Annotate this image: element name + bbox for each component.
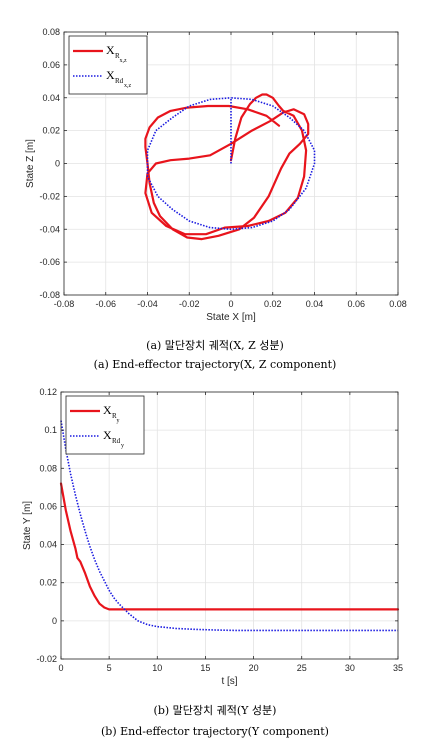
x-tick-label: -0.02 <box>179 299 200 309</box>
legend-label: X <box>103 428 112 442</box>
y-tick-label: 0.04 <box>42 93 60 103</box>
y-tick-label: 0.02 <box>42 126 60 136</box>
y-trajectory-chart: 0 5 10 15 20 25 30 35-0.0200.020.040.060.080.10… <box>22 387 403 687</box>
x-tick-label: 25 <box>297 663 307 673</box>
caption-a-korean: (a) 말단장치 궤적(X, Z 성분) <box>146 339 284 352</box>
y-tick-label: 0.02 <box>39 578 57 588</box>
legend-label-subscript: R <box>115 52 120 60</box>
x-tick-label: 0.02 <box>264 299 282 309</box>
caption-a-english: (a) End-effector trajectory(X, Z compone… <box>93 358 337 371</box>
x-tick-label: 0 <box>58 663 63 673</box>
x-tick-label: 30 <box>345 663 355 673</box>
x-tick-label: 0.06 <box>347 299 365 309</box>
y-tick-label: 0.08 <box>39 463 57 473</box>
x-tick-label: 0.08 <box>389 299 407 309</box>
legend-box <box>65 395 145 455</box>
x-tick-label: 35 <box>393 663 403 673</box>
y-axis-label: State Z [m] <box>25 139 36 188</box>
y-tick-label: 0.04 <box>39 540 57 550</box>
y-tick-label: -0.02 <box>36 654 57 664</box>
y-tick-label: -0.08 <box>39 290 60 300</box>
series-line-actual <box>144 93 310 241</box>
y-axis-label: State Y [m] <box>22 501 33 550</box>
x-tick-label: -0.04 <box>137 299 158 309</box>
y-tick-label: 0.12 <box>39 387 57 397</box>
x-axis-label: t [s] <box>221 676 237 687</box>
legend-label: X <box>106 43 115 57</box>
x-tick-label: -0.08 <box>54 299 75 309</box>
y-tick-label: 0 <box>52 616 57 626</box>
caption-b-english: (b) End-effector trajectory(Y component) <box>101 725 329 738</box>
legend-label: X <box>106 68 115 82</box>
legend-label-subscript2: y <box>121 443 124 449</box>
y-tick-label: 0.06 <box>39 501 57 511</box>
x-tick-label: 0 <box>228 299 233 309</box>
caption-b-korean: (b) 말단장치 궤적(Y 성분) <box>153 704 277 717</box>
legend-label-subscript2: x,z <box>124 83 132 89</box>
legend-label-subscript2: y <box>117 418 120 424</box>
y-tick-label: -0.06 <box>39 257 60 267</box>
y-tick-label: 0.08 <box>42 27 60 37</box>
y-tick-label: 0.1 <box>44 425 57 435</box>
legend: X RyX Rdy <box>65 395 145 455</box>
x-tick-label: 10 <box>152 663 162 673</box>
legend: X Rx,zX Rdx,z <box>68 35 148 95</box>
x-tick-label: -0.06 <box>95 299 116 309</box>
y-tick-label: -0.04 <box>39 224 60 234</box>
x-tick-label: 5 <box>107 663 112 673</box>
series-line-desired <box>146 97 316 231</box>
x-tick-label: 0.04 <box>306 299 324 309</box>
x-axis-label: State X [m] <box>206 312 256 323</box>
y-tick-label: -0.02 <box>39 191 60 201</box>
y-tick-label: 0 <box>55 159 60 169</box>
xz-trajectory-chart: -0.08 -0.06 -0.04 -0.02 0 0.02 0.04 0.06 0.08 -0.… <box>25 27 407 323</box>
axes-box <box>60 391 399 660</box>
y-tick-label: 0.06 <box>42 60 60 70</box>
x-tick-label: 15 <box>200 663 210 673</box>
legend-label: X <box>103 403 112 417</box>
legend-box <box>68 35 148 95</box>
legend-label-subscript: Rd <box>115 77 124 85</box>
legend-label-subscript: Rd <box>112 437 121 445</box>
x-tick-label: 20 <box>249 663 259 673</box>
series-line-actual <box>59 482 400 611</box>
legend-label-subscript: R <box>112 412 117 420</box>
legend-label-subscript2: x,z <box>120 58 128 64</box>
